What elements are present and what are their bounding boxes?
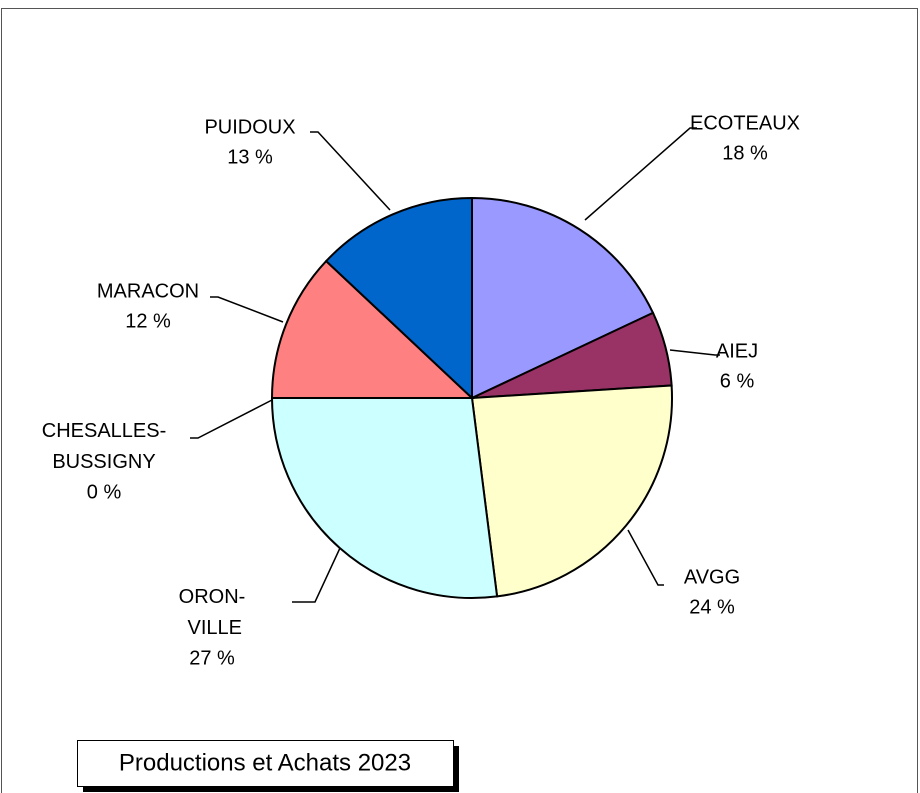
slice-label: ECOTEAUX [690,112,800,134]
leader-line [669,349,720,356]
slice-label: ORON- VILLE [179,586,246,639]
value-label: 12 % [125,310,171,332]
value-label: 18 % [722,142,768,164]
value-label: 24 % [689,596,735,618]
slice-label: AIEJ [716,340,758,362]
leader-line [584,127,697,221]
value-label: 0 % [87,481,122,503]
leader-line [310,131,391,211]
pie-slice [324,196,473,401]
leader-line [627,529,664,586]
slice-label: MARACON [97,280,199,302]
value-label: 13 % [227,146,273,168]
title-box [77,740,454,787]
pie-slice [471,196,655,400]
slice-label: AVGG [684,566,740,588]
leader-line [292,547,341,603]
leader-line [210,296,284,323]
chart-title: Productions et Achats 2023 [119,749,411,776]
leader-line [190,399,273,439]
value-label: 6 % [720,370,755,392]
value-label: 27 % [189,647,235,669]
slice-label: PUIDOUX [204,116,295,138]
pie-slice [270,259,475,399]
pie-slice [470,384,673,598]
slice-label: CHESALLES-BUSSIGNY [42,420,167,473]
